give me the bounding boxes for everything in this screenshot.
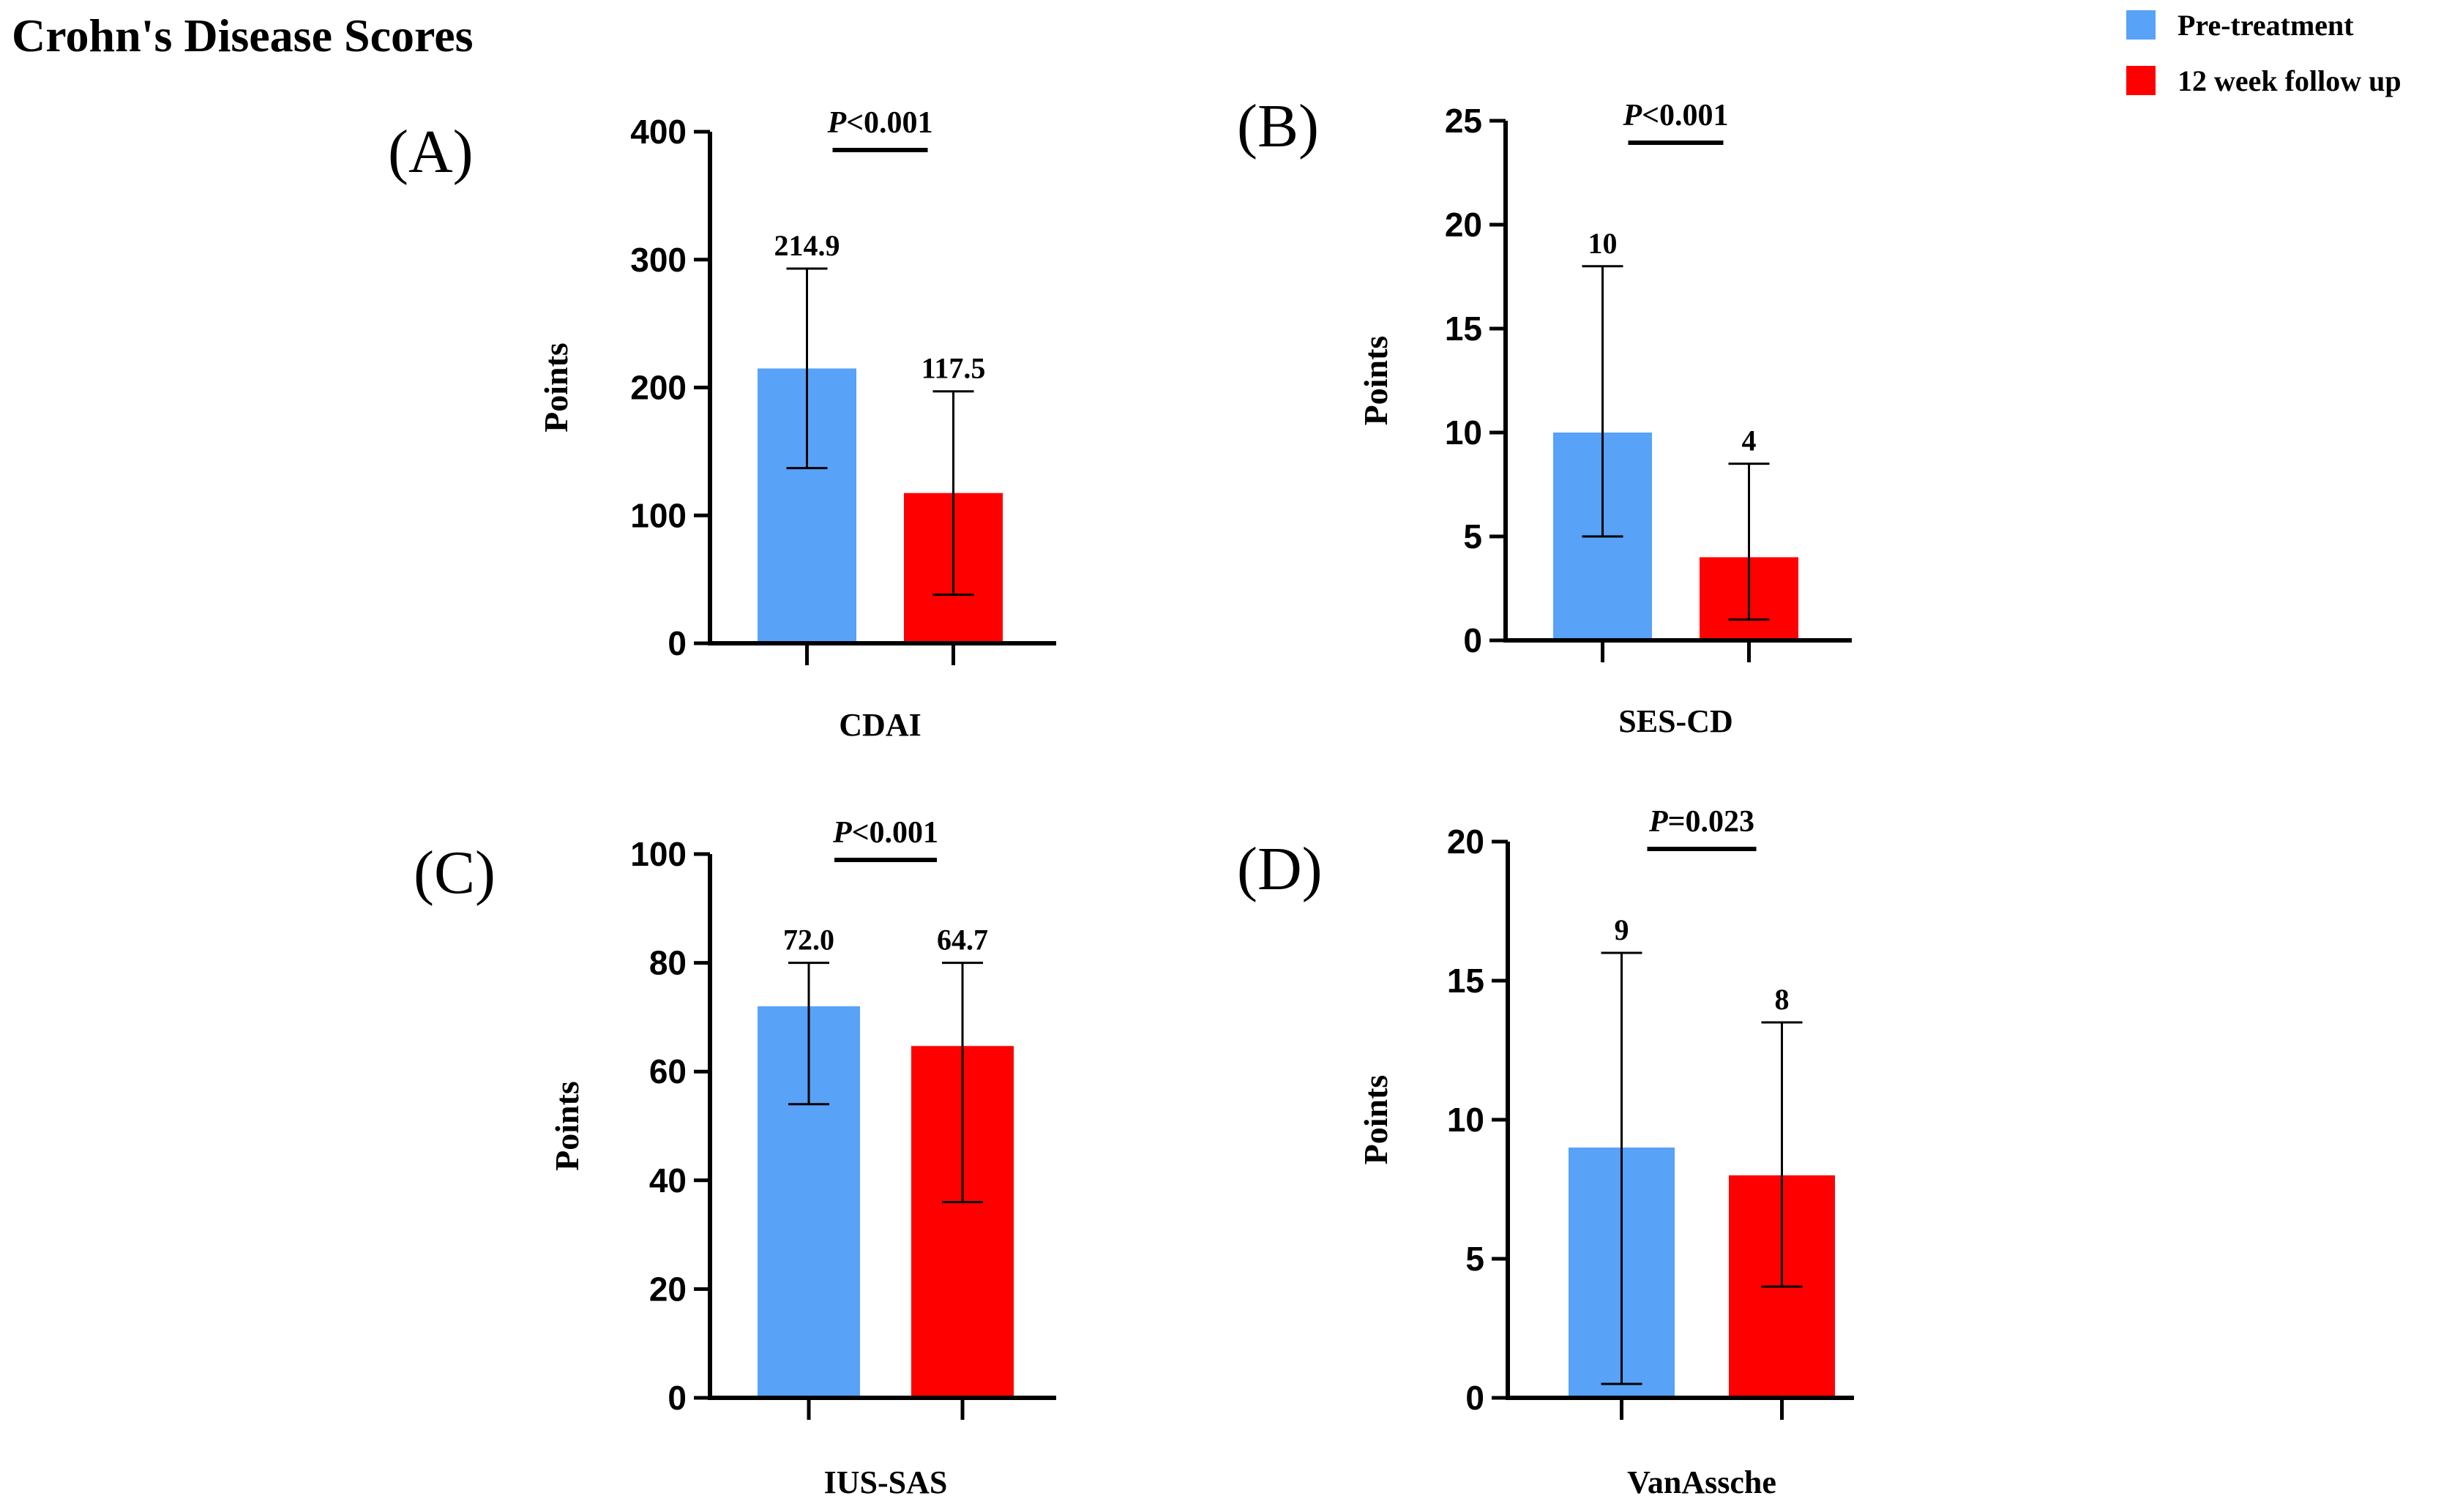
y-tick-label: 0 (1465, 1379, 1484, 1417)
y-tick-label: 25 (1445, 102, 1482, 140)
p-symbol: P (1622, 99, 1642, 132)
y-tick-label: 20 (1445, 206, 1482, 244)
figure-title: Crohn's Disease Scores (12, 10, 474, 61)
y-tick-label: 15 (1447, 962, 1484, 1000)
y-tick-label: 0 (1463, 621, 1482, 659)
legend-swatch-pre-treatment (2126, 10, 2156, 40)
panel-label: (D) (1237, 835, 1323, 903)
value-label: 10 (1588, 227, 1618, 260)
x-axis-label: CDAI (839, 707, 921, 743)
p-value: =0.023 (1668, 805, 1754, 839)
y-tick-label: 100 (630, 496, 687, 534)
p-symbol: P (826, 106, 846, 140)
y-tick-label: 5 (1465, 1240, 1484, 1278)
chart-panel-d: (D) 9 8 0 5 10 15 20 Points VanAssche P=0.023 (1237, 805, 1854, 1500)
p-value: <0.001 (1642, 99, 1728, 132)
y-tick-label: 10 (1445, 413, 1482, 452)
legend-label-12-week-follow-up: 12 week follow up (2178, 64, 2401, 97)
y-axis-label: Points (537, 343, 575, 433)
legend-label-pre-treatment: Pre-treatment (2178, 9, 2354, 42)
value-label: 9 (1615, 913, 1629, 946)
panel-label: (C) (414, 839, 496, 907)
y-tick-label: 60 (649, 1052, 687, 1090)
chart-panel-b: (B) 10 4 0 5 10 15 20 25 Points SES-CD P<0.001 (1237, 92, 1852, 739)
y-axis-label: Points (548, 1081, 586, 1171)
y-tick-label: 20 (649, 1270, 687, 1308)
y-axis-label: Points (1357, 1075, 1394, 1165)
value-label: 214.9 (774, 229, 840, 262)
y-tick-label: 0 (668, 1379, 687, 1417)
y-tick-label: 5 (1463, 517, 1482, 555)
p-value: <0.001 (846, 106, 932, 140)
y-tick-label: 200 (630, 369, 687, 407)
value-label: 117.5 (922, 352, 986, 385)
p-symbol: P (832, 816, 852, 850)
value-label: 64.7 (937, 924, 988, 957)
y-tick-label: 20 (1447, 823, 1484, 861)
x-axis-label: IUS-SAS (824, 1464, 948, 1500)
value-label: 4 (1742, 424, 1757, 457)
legend: Pre-treatment 12 week follow up (2126, 9, 2401, 97)
significance-label: P=0.023 (1648, 805, 1754, 839)
legend-swatch-12-week-follow-up (2126, 66, 2156, 95)
panel-label: (B) (1237, 92, 1319, 160)
chart-panels: (A)214.9117.50100200300400PointsCDAIP<0.… (388, 92, 1854, 1500)
significance-label: P<0.001 (832, 816, 938, 850)
y-tick-label: 100 (630, 835, 687, 873)
p-value: <0.001 (852, 816, 938, 850)
x-axis-label: SES-CD (1618, 703, 1733, 739)
y-tick-label: 40 (649, 1161, 687, 1200)
y-tick-label: 15 (1445, 310, 1482, 348)
panel-label: (A) (388, 118, 474, 186)
value-label: 8 (1775, 983, 1790, 1016)
y-tick-label: 300 (630, 241, 687, 279)
p-symbol: P (1648, 805, 1668, 839)
significance-label: P<0.001 (1622, 99, 1728, 132)
significance-label: P<0.001 (826, 106, 932, 140)
x-axis-label: VanAssche (1627, 1464, 1776, 1500)
y-tick-label: 10 (1447, 1101, 1484, 1139)
chart-panel-c: (C) 72.0 64.7 0 20 40 60 80 100 Points IUS-SAS P<0.… (414, 816, 1056, 1500)
value-label: 72.0 (783, 924, 834, 957)
y-tick-label: 80 (649, 944, 687, 982)
y-tick-label: 0 (668, 624, 687, 662)
y-axis-label: Points (1357, 336, 1394, 426)
chart-panel-a: (A) 214.9 117.5 0 100 200 300 400 Points CDAI P<0.… (388, 106, 1056, 743)
y-tick-label: 400 (630, 113, 687, 151)
